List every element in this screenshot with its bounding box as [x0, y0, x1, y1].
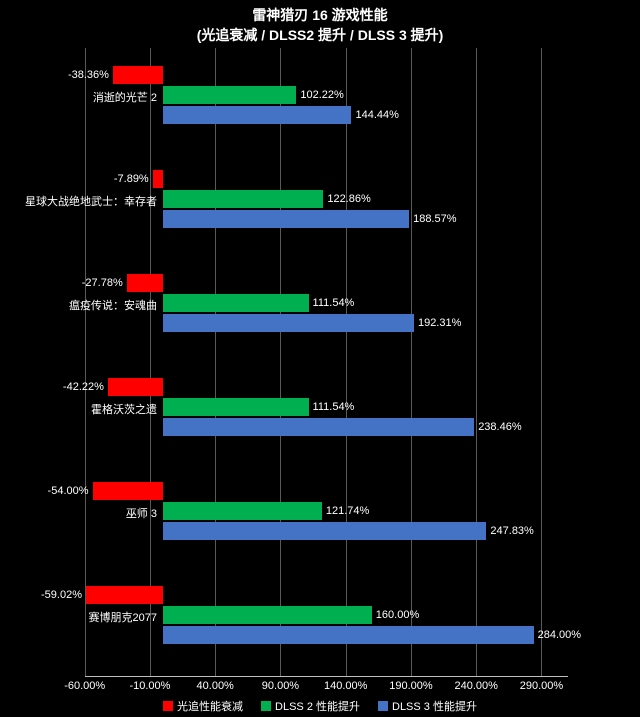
bar-value-label: 238.46%: [478, 421, 521, 433]
legend-item: DLSS 2 性能提升: [261, 698, 360, 714]
bar-blue: [163, 626, 534, 644]
grid-line: [346, 48, 347, 676]
bar-value-label: 247.83%: [490, 525, 533, 537]
x-tick-label: 140.00%: [324, 680, 367, 692]
category-label: 赛博朋克2077: [89, 609, 157, 625]
bar-value-label: -59.02%: [41, 589, 82, 601]
bar-red: [113, 66, 163, 84]
bar-value-label: 111.54%: [313, 401, 355, 413]
bar-green: [163, 190, 323, 208]
x-tick-label: 290.00%: [520, 680, 563, 692]
grid-line: [411, 48, 412, 676]
chart-title-2: (光追衰减 / DLSS2 提升 / DLSS 3 提升): [0, 26, 640, 46]
bar-red: [86, 586, 163, 604]
legend-swatch: [261, 701, 271, 711]
grid-line: [476, 48, 477, 676]
legend-swatch: [378, 701, 388, 711]
grid-line: [85, 48, 86, 676]
bar-green: [163, 606, 372, 624]
legend-swatch: [163, 701, 173, 711]
bar-value-label: 192.31%: [418, 317, 461, 329]
chart-title-block: 雷神猎刃 16 游戏性能 (光追衰减 / DLSS2 提升 / DLSS 3 提…: [0, 0, 640, 49]
legend-label: 光追性能衰减: [177, 698, 243, 714]
bar-red: [93, 482, 163, 500]
bar-value-label: 144.44%: [355, 109, 398, 121]
bar-value-label: -27.78%: [82, 277, 123, 289]
grid-line: [541, 48, 542, 676]
x-tick-label: 240.00%: [454, 680, 497, 692]
x-tick-label: -60.00%: [64, 680, 105, 692]
grid-line: [215, 48, 216, 676]
bar-blue: [163, 314, 414, 332]
grid-line: [280, 48, 281, 676]
legend-item: 光追性能衰减: [163, 698, 243, 714]
bar-red: [153, 170, 163, 188]
bar-value-label: -38.36%: [68, 69, 109, 81]
bar-blue: [163, 418, 474, 436]
bar-value-label: -42.22%: [63, 381, 104, 393]
x-tick-label: 40.00%: [197, 680, 234, 692]
bar-green: [163, 502, 322, 520]
category-label: 巫师 3: [126, 505, 157, 521]
legend-item: DLSS 3 性能提升: [378, 698, 477, 714]
category-label: 霍格沃茨之遗: [91, 401, 157, 417]
category-label: 星球大战绝地武士：幸存者: [25, 193, 157, 209]
bar-blue: [163, 106, 351, 124]
x-tick-label: -10.00%: [129, 680, 170, 692]
category-label: 瘟疫传说：安魂曲: [69, 297, 157, 313]
x-tick-label: 190.00%: [389, 680, 432, 692]
bar-value-label: 122.86%: [327, 193, 370, 205]
plot-area: -38.36% 102.22% 消逝的光芒 2 144.44% -7.89% 122.86…: [0, 48, 640, 676]
legend-label: DLSS 3 性能提升: [392, 698, 477, 714]
bar-blue: [163, 522, 486, 540]
performance-chart: 雷神猎刃 16 游戏性能 (光追衰减 / DLSS2 提升 / DLSS 3 提…: [0, 0, 640, 717]
grid-line: [150, 48, 151, 676]
chart-title-1: 雷神猎刃 16 游戏性能: [0, 6, 640, 26]
bar-red: [108, 378, 163, 396]
bar-value-label: 121.74%: [326, 505, 369, 517]
bar-value-label: -7.89%: [114, 173, 149, 185]
bar-blue: [163, 210, 409, 228]
bar-value-label: 188.57%: [413, 213, 456, 225]
x-tick-label: 90.00%: [262, 680, 299, 692]
bar-value-label: 111.54%: [313, 297, 355, 309]
bar-red: [127, 274, 163, 292]
legend-label: DLSS 2 性能提升: [275, 698, 360, 714]
bar-value-label: -54.00%: [48, 485, 89, 497]
x-axis-line: [85, 676, 568, 677]
bar-green: [163, 294, 309, 312]
bar-green: [163, 86, 296, 104]
bar-value-label: 160.00%: [376, 609, 419, 621]
bar-green: [163, 398, 309, 416]
legend: 光追性能衰减 DLSS 2 性能提升 DLSS 3 性能提升: [0, 698, 640, 714]
bar-value-label: 284.00%: [538, 629, 581, 641]
category-label: 消逝的光芒 2: [93, 89, 157, 105]
bar-value-label: 102.22%: [300, 89, 343, 101]
